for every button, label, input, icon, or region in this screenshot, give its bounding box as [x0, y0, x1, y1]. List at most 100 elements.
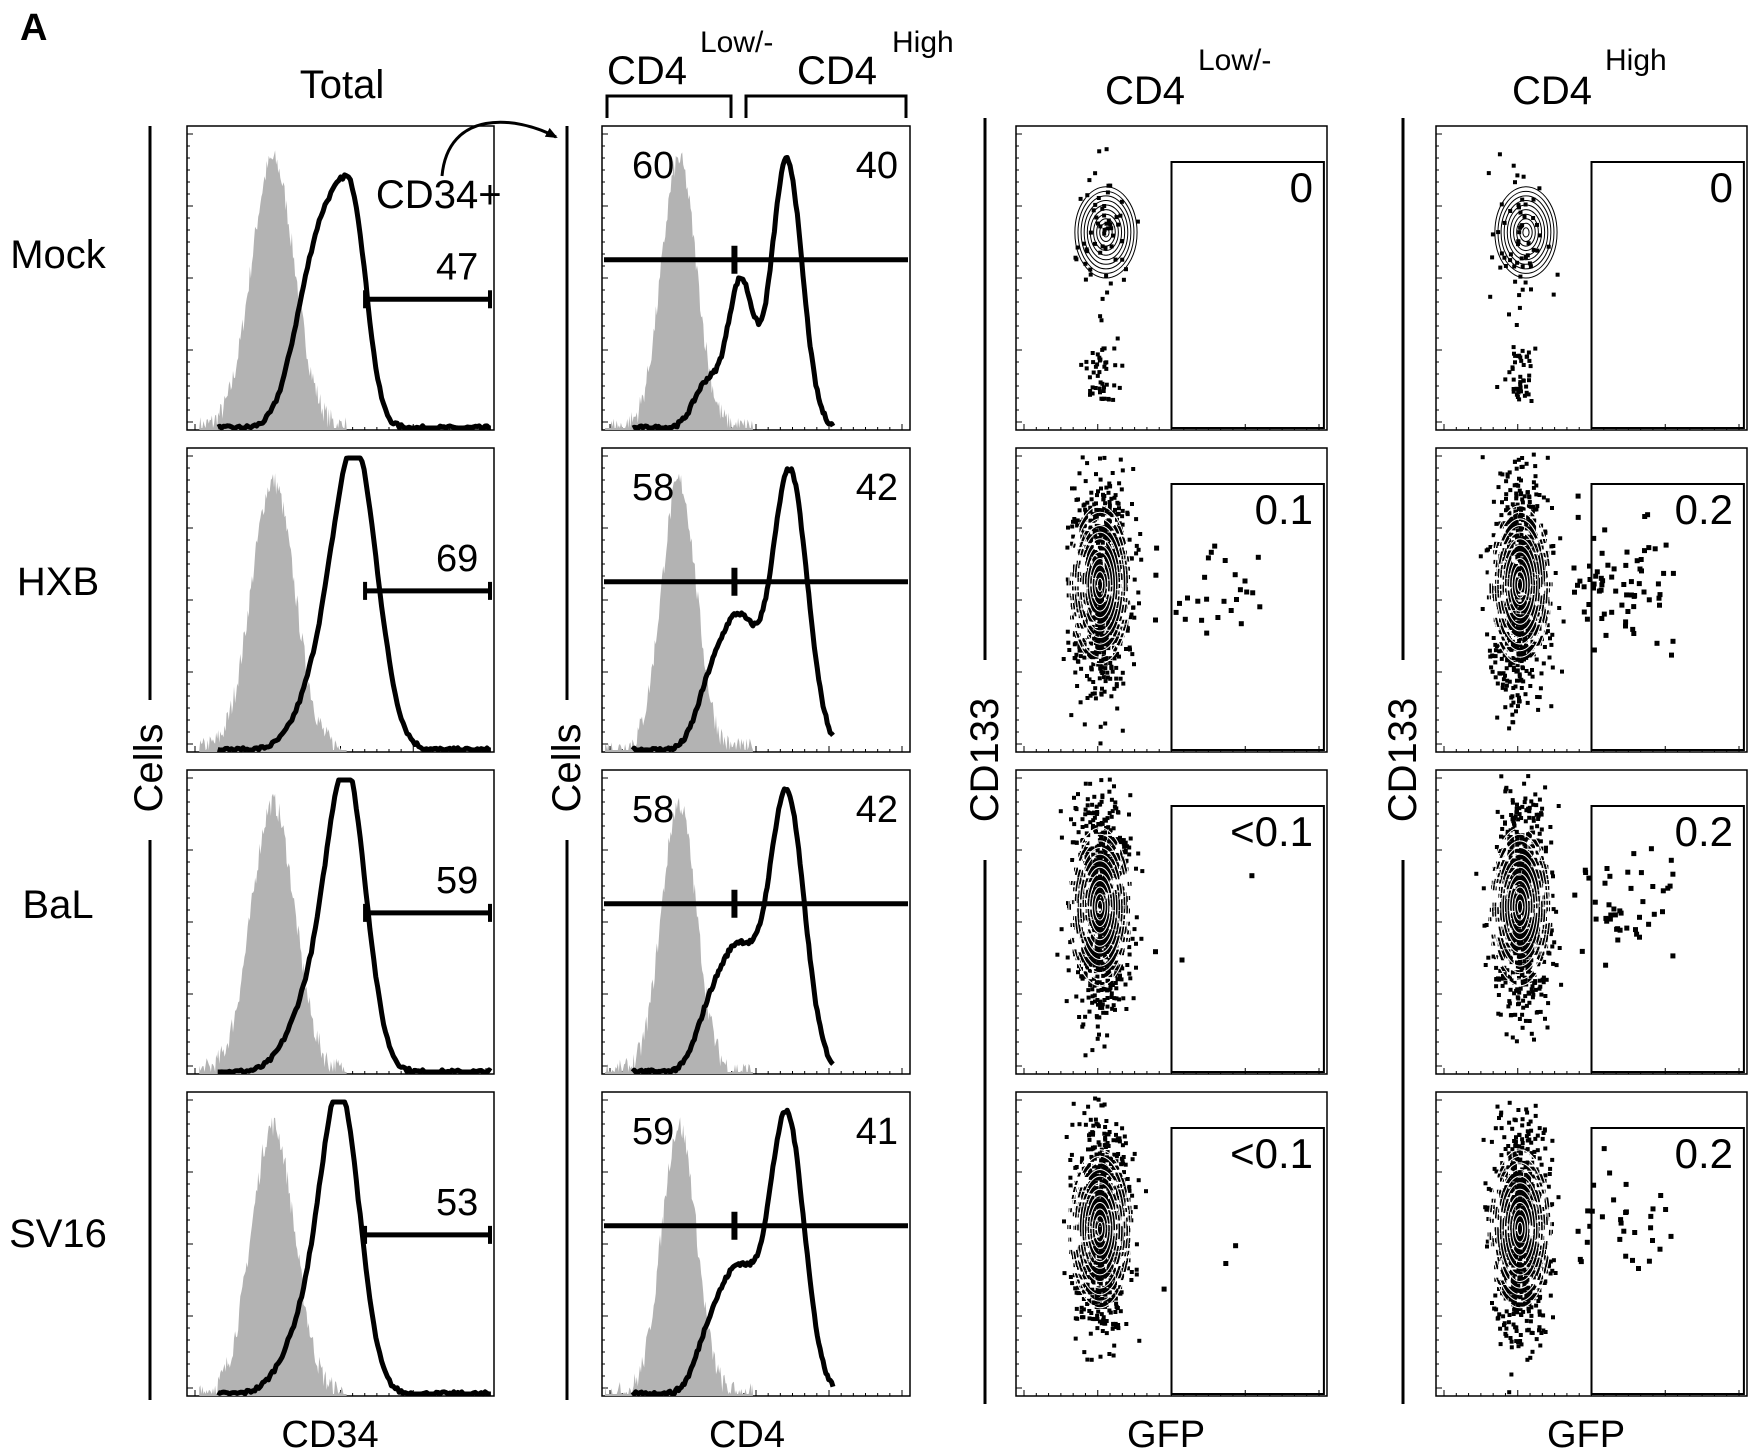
y-label-cd133-1: CD133 [963, 698, 1007, 823]
cd34-histogram-mock: 47 CD34+ [186, 125, 502, 431]
y-label-cells-1: Cells [127, 724, 171, 813]
cd133-vs-gfp-plot-bal: 0.2 [1435, 769, 1748, 1075]
gfp-positive-gate [1170, 805, 1325, 1073]
x-label-cd34: CD34 [281, 1414, 378, 1454]
cd4-histogram-bal: 58 42 [601, 769, 911, 1075]
cd133-vs-gfp-plot-sv16: 0.2 [1435, 1091, 1748, 1397]
isotype-control-histogram [605, 152, 753, 430]
axis-ticks [1436, 777, 1740, 1074]
header-cd4-low-base: CD4 [607, 49, 687, 93]
header-cd4-high-sup: High [892, 26, 954, 59]
cd133-vs-gfp-plot-hxb: 0.1 [1015, 447, 1328, 753]
axis-ticks [1016, 455, 1320, 752]
axis-ticks [1016, 133, 1320, 430]
panel-letter: A [20, 7, 47, 49]
isotype-control-histogram [605, 473, 753, 752]
header-cd4-high-base: CD4 [797, 49, 877, 93]
gfp-positive-gate [1590, 483, 1745, 751]
cd34-histogram-hxb: 69 [186, 447, 495, 753]
gfp-gate-percent: 0 [1290, 164, 1313, 211]
y-axis-cells-1: Cells [127, 126, 171, 1400]
cd4-low-percent: 58 [632, 789, 674, 831]
cd4-histogram-sv16: 59 41 [601, 1091, 911, 1397]
column-header-cd4-high: CD4 High [1512, 44, 1667, 113]
gfp-positive-gate [1590, 161, 1745, 429]
contour-lines [1488, 827, 1552, 987]
cd34-overlay-curve [216, 455, 492, 753]
cd34-gate-percent: 47 [436, 246, 478, 288]
gfp-positive-events [1575, 1146, 1674, 1271]
contour-lines [1068, 1149, 1132, 1309]
cd133-vs-gfp-plot-hxb: 0.2 [1435, 447, 1748, 753]
gfp-gate-percent: <0.1 [1230, 808, 1313, 855]
cd34-gate-percent: 59 [436, 860, 478, 902]
y-axis-cd133-2: CD133 [1381, 118, 1425, 1404]
cd4-overlay-curve [631, 155, 836, 431]
x-label-cd4: CD4 [709, 1414, 785, 1454]
cd34-histogram-sv16: 53 [186, 1091, 495, 1397]
gfp-positive-gate [1170, 1127, 1325, 1395]
plot-frame [186, 769, 495, 1075]
cd133-vs-gfp-plot-mock: 0 [1435, 125, 1748, 431]
axis-ticks [187, 1099, 487, 1396]
x-label-gfp-1: GFP [1127, 1414, 1205, 1454]
cd34-overlay-curve [217, 777, 493, 1075]
y-label-cd133-2: CD133 [1381, 698, 1425, 823]
isotype-control-histogram [605, 1117, 753, 1396]
contour-lines [1488, 1149, 1552, 1309]
event-density [1073, 147, 1140, 402]
row-label-hxb: HXB [17, 560, 99, 604]
gfp-positive-events [1153, 543, 1263, 636]
plot-frame [186, 1091, 495, 1397]
cd133-vs-gfp-plot-bal: <0.1 [1015, 769, 1328, 1075]
panel-grid: 47 CD34+ 69 59 53 60 40 58 42 58 42 59 41 0 0.1 <0.1 <0.… [186, 125, 1748, 1397]
gfp-positive-gate [1170, 483, 1325, 751]
cd34-overlay-curve [216, 1099, 492, 1397]
event-density [1061, 455, 1144, 746]
isotype-control-histogram [199, 793, 347, 1074]
gfp-gate-percent: 0.2 [1675, 1130, 1733, 1177]
cd133-vs-gfp-plot-mock: 0 [1015, 125, 1328, 431]
column-header-cd4-low: CD4 Low/- [1105, 44, 1271, 113]
gfp-positive-gate [1590, 1127, 1745, 1395]
gfp-positive-events [1571, 493, 1676, 658]
column-header-total: Total [300, 63, 385, 107]
axis-ticks [1016, 777, 1320, 1074]
gfp-gate-percent: 0.1 [1255, 486, 1313, 533]
header-low-sup: Low/- [1198, 44, 1271, 77]
gfp-gate-percent: 0 [1710, 164, 1733, 211]
row-label-mock: Mock [10, 233, 107, 277]
gfp-positive-gate [1170, 161, 1325, 429]
header-low-base: CD4 [1105, 69, 1185, 113]
isotype-control-histogram [199, 473, 347, 752]
header-cd4-low-sup: Low/- [700, 26, 773, 59]
cd4-high-percent: 42 [856, 789, 898, 831]
axis-ticks [602, 1099, 903, 1396]
cd4-high-percent: 42 [856, 467, 898, 509]
gfp-positive-events [1153, 873, 1255, 963]
y-label-cells-2: Cells [545, 724, 589, 813]
header-high-sup: High [1605, 44, 1667, 77]
contour-lines [1488, 505, 1552, 665]
isotype-control-histogram [605, 797, 753, 1074]
event-density [1062, 1096, 1148, 1362]
contour-lines [1068, 505, 1132, 665]
cd4-high-percent: 40 [856, 145, 898, 187]
cd34-histogram-bal: 59 [186, 769, 495, 1075]
row-label-bal: BaL [22, 883, 93, 927]
gfp-gate-percent: 0.2 [1675, 808, 1733, 855]
header-high-base: CD4 [1512, 69, 1592, 113]
cd4-overlay-curve [630, 786, 835, 1075]
event-density [1481, 1100, 1561, 1395]
event-density [1474, 774, 1564, 1044]
cd4-histogram-hxb: 58 42 [601, 447, 911, 753]
gfp-positive-events [1161, 1243, 1239, 1292]
cd4-high-percent: 41 [856, 1111, 898, 1153]
cd4-low-gate-bracket [605, 94, 733, 118]
cd34-gate-percent: 53 [436, 1182, 478, 1224]
cd34-overlay-curve [216, 172, 492, 431]
axis-ticks [1436, 455, 1740, 752]
isotype-control-histogram [199, 150, 347, 430]
isotype-control-histogram [199, 1117, 347, 1396]
